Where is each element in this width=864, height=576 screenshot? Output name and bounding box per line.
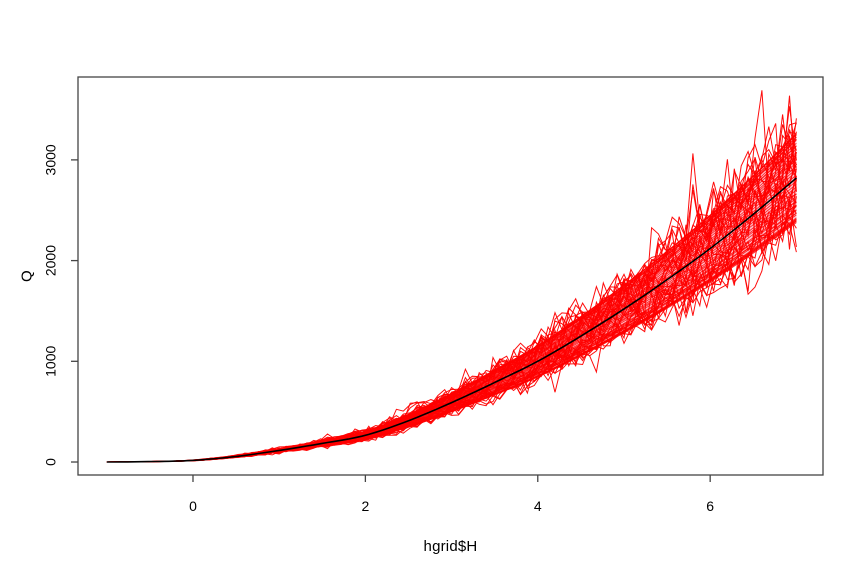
smooth-sample-curves: [106, 133, 797, 463]
noisy-curve: [106, 174, 797, 463]
noisy-curve: [106, 160, 797, 463]
x-tick-label: 4: [534, 498, 542, 514]
y-tick-label: 2000: [43, 245, 59, 276]
smooth-curve: [106, 156, 797, 463]
y-tick-label: 1000: [43, 346, 59, 377]
smooth-curve: [106, 171, 797, 463]
smooth-curve: [106, 186, 797, 463]
plot-box: [77, 76, 824, 476]
x-axis: 0 2 4 6: [189, 475, 714, 514]
smooth-curve: [106, 133, 797, 463]
smooth-curve: [106, 154, 797, 463]
y-tick-label: 3000: [43, 144, 59, 175]
plot-content: [106, 90, 797, 463]
x-axis-title: hgrid$H: [423, 538, 478, 555]
noisy-curve: [106, 131, 797, 463]
median-curve: [106, 177, 797, 463]
y-axis: 0 1000 2000 3000: [43, 144, 78, 466]
uncertainty-envelope: [106, 132, 797, 462]
x-tick-label: 0: [189, 498, 197, 514]
noisy-sample-curves: [106, 90, 797, 463]
noisy-curve: [106, 178, 797, 463]
x-tick-label: 6: [706, 498, 714, 514]
smooth-curve: [106, 180, 797, 463]
smooth-curve: [106, 174, 797, 463]
y-tick-label: 0: [43, 458, 59, 466]
smooth-curve: [106, 177, 797, 463]
smooth-curve: [106, 159, 797, 463]
noisy-curve: [106, 186, 797, 463]
smooth-curve: [106, 162, 797, 463]
y-axis-title: Q: [18, 270, 36, 282]
noisy-curve: [106, 153, 797, 463]
noisy-curve: [106, 180, 797, 463]
x-tick-label: 2: [361, 498, 369, 514]
